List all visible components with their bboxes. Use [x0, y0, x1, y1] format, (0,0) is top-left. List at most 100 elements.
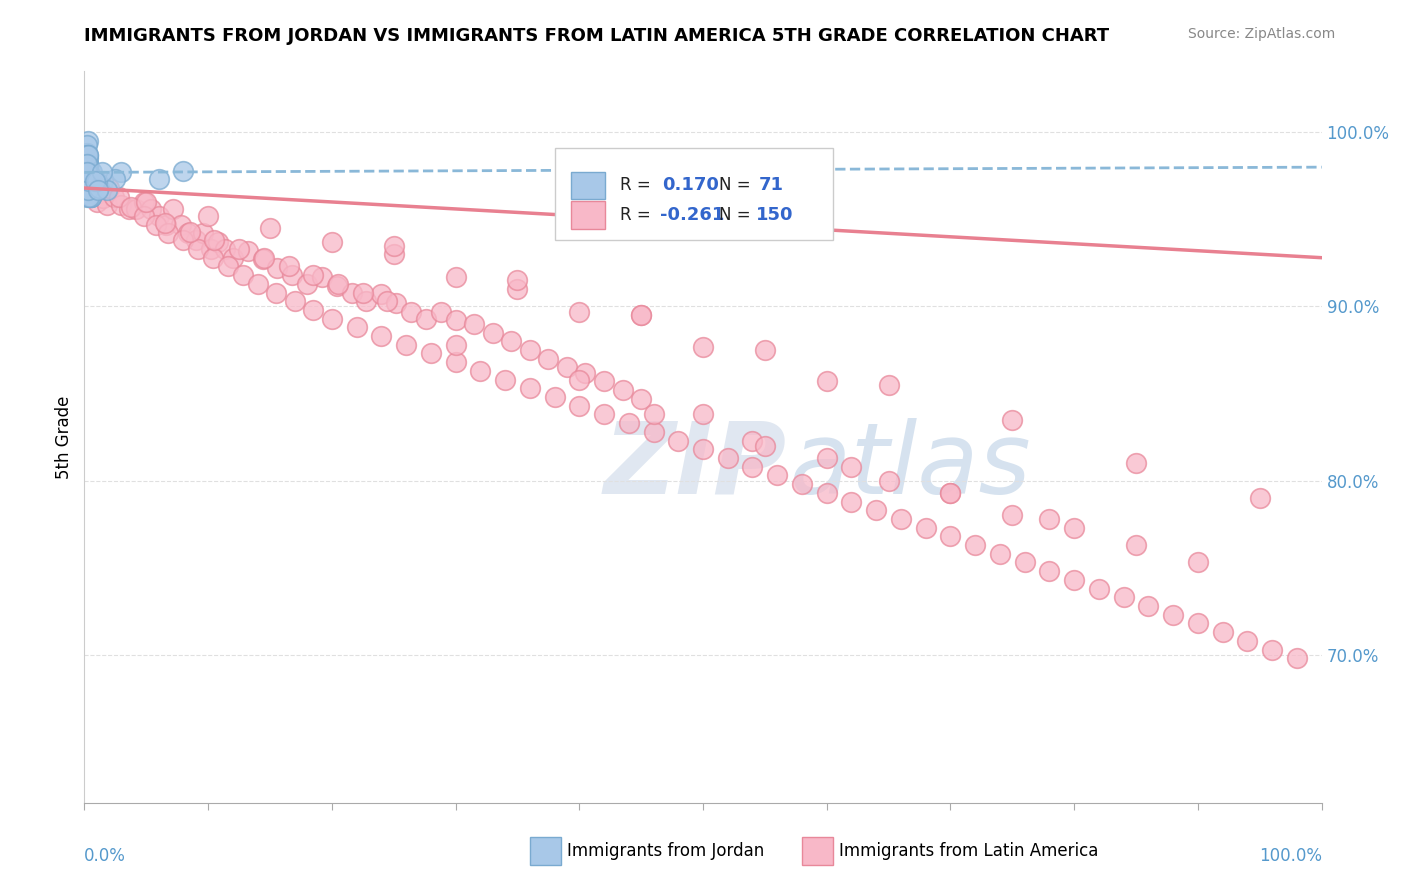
Point	[77, 183, 100, 197]
Point	[543, 390, 565, 404]
Point	[370, 329, 392, 343]
Point	[82, 181, 104, 195]
Point	[187, 242, 209, 256]
Point	[76, 148, 98, 162]
Point	[191, 227, 214, 241]
Point	[266, 261, 288, 276]
Point	[79, 174, 101, 188]
Point	[506, 282, 529, 296]
Point	[253, 251, 276, 265]
Point	[80, 165, 103, 179]
Point	[717, 450, 740, 465]
Point	[865, 503, 887, 517]
Point	[76, 172, 98, 186]
Point	[135, 194, 157, 209]
Point	[141, 202, 163, 216]
Point	[91, 174, 114, 188]
Point	[162, 202, 184, 216]
Text: R =: R =	[620, 206, 651, 224]
Point	[1261, 642, 1284, 657]
Point	[692, 442, 714, 457]
Point	[76, 174, 98, 188]
Point	[1212, 625, 1234, 640]
Point	[148, 172, 170, 186]
Point	[264, 285, 287, 300]
Point	[77, 165, 100, 179]
Point	[643, 425, 665, 439]
Point	[79, 163, 101, 178]
Text: atlas: atlas	[790, 417, 1031, 515]
Point	[228, 242, 250, 256]
Point	[593, 408, 616, 422]
Text: Source: ZipAtlas.com: Source: ZipAtlas.com	[1188, 27, 1336, 41]
Point	[302, 268, 325, 282]
Point	[429, 304, 451, 318]
Point	[77, 163, 100, 178]
Point	[965, 538, 987, 552]
Point	[988, 547, 1011, 561]
Point	[1063, 521, 1085, 535]
Point	[77, 183, 100, 197]
Point	[370, 287, 392, 301]
Point	[222, 251, 245, 265]
Point	[295, 277, 318, 291]
Point	[77, 163, 100, 178]
Point	[1038, 564, 1060, 578]
Point	[125, 202, 148, 216]
Point	[939, 529, 962, 543]
Point	[90, 165, 112, 179]
Point	[1249, 491, 1271, 505]
Point	[506, 273, 529, 287]
Point	[79, 172, 101, 186]
Point	[617, 416, 640, 430]
Point	[79, 174, 101, 188]
Point	[79, 190, 101, 204]
Point	[214, 242, 236, 256]
Point	[463, 317, 485, 331]
Point	[501, 334, 523, 349]
Point	[444, 338, 467, 352]
Text: ZIP: ZIP	[605, 417, 787, 515]
Point	[79, 174, 101, 188]
Point	[200, 242, 222, 256]
Bar	[530, 838, 561, 865]
Point	[79, 181, 101, 195]
Point	[76, 156, 98, 170]
Point	[179, 225, 201, 239]
Point	[184, 233, 207, 247]
Point	[1112, 591, 1135, 605]
Point	[259, 221, 281, 235]
Text: 0.170: 0.170	[662, 177, 718, 194]
Point	[284, 294, 307, 309]
Point	[207, 235, 229, 249]
Point	[815, 375, 838, 389]
Point	[86, 194, 108, 209]
Point	[96, 198, 118, 212]
Point	[82, 178, 104, 192]
Point	[79, 174, 101, 188]
Point	[79, 174, 101, 188]
Point	[87, 183, 110, 197]
Point	[104, 172, 127, 186]
Text: 0.0%: 0.0%	[84, 847, 127, 864]
Point	[96, 183, 118, 197]
Point	[519, 343, 541, 357]
Point	[1001, 508, 1024, 523]
Point	[170, 218, 193, 232]
Point	[568, 399, 591, 413]
Point	[352, 285, 374, 300]
Point	[76, 165, 98, 179]
Point	[76, 165, 98, 179]
Text: N =: N =	[718, 206, 751, 224]
Text: R =: R =	[620, 177, 657, 194]
Point	[79, 190, 101, 204]
Point	[346, 320, 368, 334]
Point	[76, 146, 98, 161]
Point	[939, 485, 962, 500]
Point	[281, 268, 304, 282]
Point	[519, 381, 541, 395]
Text: -0.261: -0.261	[659, 206, 724, 224]
FancyBboxPatch shape	[554, 148, 832, 240]
Point	[79, 174, 101, 188]
Point	[890, 512, 912, 526]
